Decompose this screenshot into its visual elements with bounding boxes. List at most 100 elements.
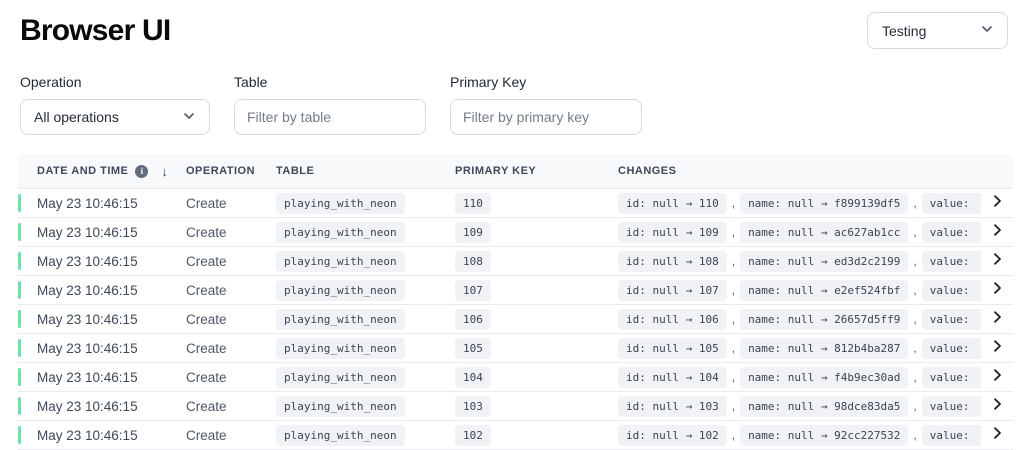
change-badge: value: [921, 337, 981, 359]
row-expand-button[interactable] [981, 222, 1013, 243]
table-row[interactable]: May 23 10:46:15 Create playing_with_neon… [18, 392, 1013, 421]
change-badge: name: null → 812b4ba287 [740, 337, 909, 359]
row-date: May 23 10:46:15 [37, 195, 138, 211]
table-filter: Table [234, 74, 426, 135]
table-row[interactable]: May 23 10:46:15 Create playing_with_neon… [18, 305, 1013, 334]
row-table-badge: playing_with_neon [276, 337, 405, 359]
row-date: May 23 10:46:15 [37, 282, 138, 298]
row-date: May 23 10:46:15 [37, 340, 138, 356]
row-pk-badge: 110 [455, 192, 491, 214]
row-primary-key-cell: 105 [455, 337, 618, 359]
row-date-cell: May 23 10:46:15 [18, 339, 186, 357]
row-expand-button[interactable] [981, 338, 1013, 359]
row-expand-button[interactable] [981, 425, 1013, 446]
page-title: Browser UI [20, 14, 171, 47]
sort-desc-icon[interactable]: ↓ [161, 163, 169, 179]
row-expand-button[interactable] [981, 251, 1013, 272]
changes-separator: , [731, 196, 736, 210]
row-pk-badge: 107 [455, 279, 491, 301]
chevron-right-icon [989, 193, 1005, 214]
table-header-row: DATE AND TIME i ↓ OPERATION TABLE PRIMAR… [18, 154, 1013, 189]
row-expand-button[interactable] [981, 280, 1013, 301]
table-row[interactable]: May 23 10:46:15 Create playing_with_neon… [18, 421, 1013, 450]
change-badge: id: null → 103 [618, 395, 727, 417]
change-badge: name: null → ed3d2c2199 [740, 250, 909, 272]
row-date: May 23 10:46:15 [37, 369, 138, 385]
row-accent-bar [18, 252, 21, 270]
row-operation: Create [186, 282, 227, 298]
table-row[interactable]: May 23 10:46:15 Create playing_with_neon… [18, 218, 1013, 247]
row-primary-key-cell: 108 [455, 250, 618, 272]
change-badge: value: [921, 366, 981, 388]
operation-filter-select[interactable]: All operations [20, 99, 210, 135]
row-pk-badge: 108 [455, 250, 491, 272]
primary-key-filter-input[interactable] [450, 99, 642, 135]
row-operation: Create [186, 311, 227, 327]
row-date: May 23 10:46:15 [37, 224, 138, 240]
row-expand-button[interactable] [981, 367, 1013, 388]
chevron-right-icon [989, 396, 1005, 417]
change-badge: id: null → 109 [618, 221, 727, 243]
row-table-badge: playing_with_neon [276, 366, 405, 388]
change-badge: name: null → ac627ab1cc [740, 221, 909, 243]
table-row[interactable]: May 23 10:46:15 Create playing_with_neon… [18, 189, 1013, 218]
row-primary-key-cell: 110 [455, 192, 618, 214]
changes-separator: , [913, 283, 917, 297]
change-badge: name: null → e2ef524fbf [740, 279, 909, 301]
row-operation: Create [186, 427, 227, 443]
row-date-cell: May 23 10:46:15 [18, 252, 186, 270]
row-pk-badge: 109 [455, 221, 491, 243]
change-badge: id: null → 106 [618, 308, 727, 330]
changes-separator: , [913, 428, 917, 442]
primary-key-filter: Primary Key [450, 74, 642, 135]
column-header-date[interactable]: DATE AND TIME i ↓ [18, 164, 186, 179]
table-row[interactable]: May 23 10:46:15 Create playing_with_neon… [18, 363, 1013, 392]
operations-table: DATE AND TIME i ↓ OPERATION TABLE PRIMAR… [18, 154, 1013, 450]
row-expand-button[interactable] [981, 193, 1013, 214]
change-badge: value: [921, 250, 981, 272]
changes-separator: , [731, 341, 736, 355]
column-header-operation: OPERATION [186, 165, 256, 177]
row-pk-badge: 104 [455, 366, 491, 388]
changes-separator: , [731, 254, 736, 268]
row-primary-key-cell: 103 [455, 395, 618, 417]
changes-separator: , [913, 312, 917, 326]
row-expand-button[interactable] [981, 309, 1013, 330]
changes-separator: , [913, 399, 917, 413]
row-date: May 23 10:46:15 [37, 311, 138, 327]
change-badge: name: null → 98dce83da5 [740, 395, 909, 417]
row-table-cell: playing_with_neon [276, 279, 455, 301]
row-primary-key-cell: 109 [455, 221, 618, 243]
row-table-badge: playing_with_neon [276, 250, 405, 272]
row-table-badge: playing_with_neon [276, 395, 405, 417]
table-row[interactable]: May 23 10:46:15 Create playing_with_neon… [18, 247, 1013, 276]
changes-separator: , [731, 428, 736, 442]
change-badge: id: null → 104 [618, 366, 727, 388]
changes-separator: , [731, 283, 736, 297]
row-date: May 23 10:46:15 [37, 253, 138, 269]
table-filter-input[interactable] [234, 99, 426, 135]
row-date: May 23 10:46:15 [37, 427, 138, 443]
row-operation: Create [186, 369, 227, 385]
change-badge: id: null → 102 [618, 424, 727, 446]
column-header-date-label: DATE AND TIME [37, 165, 129, 177]
row-table-cell: playing_with_neon [276, 395, 455, 417]
row-pk-badge: 105 [455, 337, 491, 359]
info-icon[interactable]: i [135, 164, 149, 178]
table-row[interactable]: May 23 10:46:15 Create playing_with_neon… [18, 334, 1013, 363]
row-expand-button[interactable] [981, 396, 1013, 417]
row-changes: id: null → 109, name: null → ac627ab1cc, v… [618, 221, 981, 243]
changes-separator: , [731, 225, 736, 239]
row-changes: id: null → 108, name: null → ed3d2c2199, v… [618, 250, 981, 272]
operation-filter-value: All operations [34, 109, 119, 125]
row-table-badge: playing_with_neon [276, 424, 405, 446]
row-table-badge: playing_with_neon [276, 308, 405, 330]
row-accent-bar [18, 368, 21, 386]
row-table-badge: playing_with_neon [276, 279, 405, 301]
row-date-cell: May 23 10:46:15 [18, 397, 186, 415]
table-row[interactable]: May 23 10:46:15 Create playing_with_neon… [18, 276, 1013, 305]
branch-select[interactable]: Testing [867, 12, 1008, 49]
operation-filter: Operation All operations [20, 74, 210, 135]
change-badge: value: [921, 221, 981, 243]
row-table-cell: playing_with_neon [276, 424, 455, 446]
